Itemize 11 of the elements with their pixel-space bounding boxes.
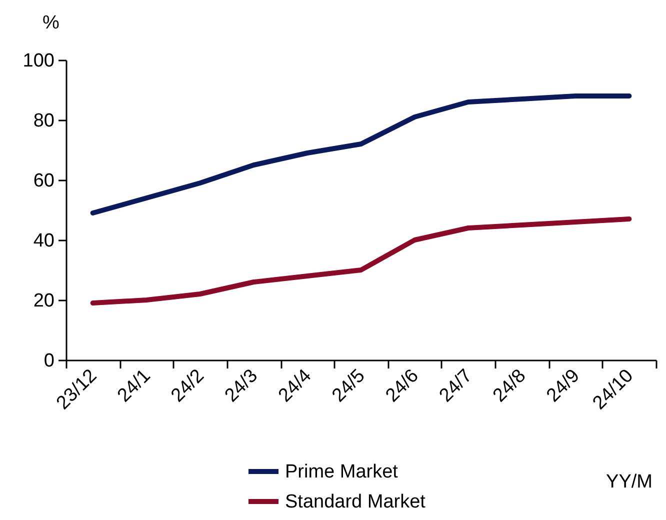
y-tick-label: 20	[33, 290, 54, 312]
y-tick-label: 80	[33, 110, 54, 132]
y-axis-title: %	[42, 12, 60, 34]
y-tick-label: 40	[33, 230, 54, 252]
legend-label: Prime Market	[285, 462, 399, 482]
y-tick-label: 100	[22, 50, 54, 72]
x-tick-label: 24/1	[114, 365, 155, 406]
legend-label: Standard Market	[285, 492, 426, 512]
x-axis-title: YY/M	[606, 472, 652, 492]
y-tick-label: 0	[44, 350, 54, 372]
y-tick-label: 60	[33, 170, 54, 192]
